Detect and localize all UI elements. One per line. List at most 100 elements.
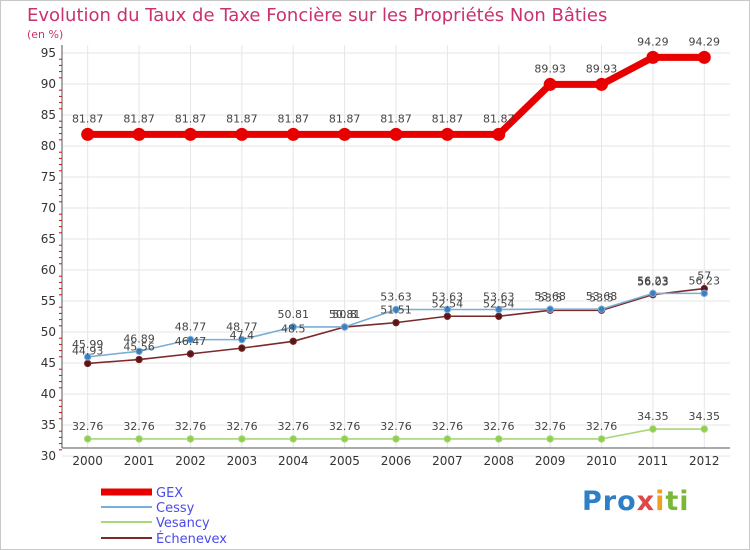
y-tick-label: 30 — [41, 449, 56, 463]
data-label: 48.77 — [226, 321, 258, 334]
x-tick-label: 2004 — [278, 454, 309, 468]
x-tick-label: 2011 — [638, 454, 669, 468]
data-point — [440, 127, 454, 141]
data-point — [495, 305, 503, 314]
data-point — [649, 289, 657, 298]
data-label: 81.87 — [175, 112, 207, 125]
data-point — [238, 344, 246, 352]
data-label: 53.5 — [589, 291, 614, 304]
data-label: 32.76 — [175, 420, 207, 433]
data-point — [135, 355, 143, 364]
data-label: 56.23 — [689, 274, 721, 287]
x-tick-label: 2002 — [175, 454, 206, 468]
data-point — [443, 435, 452, 443]
data-label: 32.76 — [123, 420, 155, 433]
x-tick-label: 2008 — [483, 454, 514, 468]
data-label: 81.87 — [483, 112, 515, 125]
y-tick-label: 50 — [41, 325, 56, 339]
data-label: 32.76 — [586, 420, 618, 433]
data-label: 51.51 — [380, 304, 412, 317]
x-tick-label: 2010 — [586, 454, 617, 468]
data-label: 56.03 — [637, 276, 669, 289]
data-point — [443, 312, 452, 320]
chart-title: Evolution du Taux de Taxe Foncière sur l… — [27, 5, 608, 26]
data-label: 46.89 — [123, 332, 155, 345]
data-point — [700, 289, 709, 298]
data-label: 57 — [697, 270, 711, 283]
data-label: 53.63 — [432, 290, 464, 303]
data-label: 46.47 — [175, 335, 207, 348]
data-point — [697, 50, 711, 64]
data-point — [389, 127, 403, 141]
data-label: 52.54 — [483, 297, 515, 310]
data-point — [392, 435, 400, 443]
data-point — [186, 350, 195, 358]
y-tick-label: 95 — [41, 46, 56, 60]
data-label: 53.68 — [586, 290, 618, 303]
data-point — [83, 435, 92, 443]
y-tick-label: 35 — [41, 418, 56, 432]
data-point — [700, 425, 709, 433]
data-label: 94.29 — [637, 35, 669, 48]
data-point — [495, 312, 503, 320]
data-point — [238, 335, 246, 344]
data-label: 50.81 — [277, 308, 309, 321]
data-point — [340, 323, 349, 331]
data-label: 56.23 — [637, 274, 669, 287]
data-label: 81.87 — [72, 112, 104, 125]
data-label: 81.87 — [277, 112, 309, 125]
data-label: 32.76 — [277, 420, 309, 433]
data-point — [238, 435, 246, 443]
data-point — [235, 127, 249, 141]
logo-part-3: i — [655, 486, 666, 517]
data-label: 47.4 — [230, 329, 255, 342]
data-point — [597, 435, 606, 443]
data-point — [492, 127, 506, 141]
data-point — [183, 127, 197, 141]
data-point — [543, 77, 557, 91]
y-tick-label: 70 — [41, 201, 56, 215]
data-point — [135, 435, 143, 443]
data-label: 34.35 — [637, 410, 669, 423]
data-point — [186, 435, 195, 443]
logo-part-1: Pro — [582, 486, 637, 517]
y-tick-label: 40 — [41, 387, 56, 401]
y-tick-label: 60 — [41, 263, 56, 277]
data-point — [81, 127, 95, 141]
data-point — [286, 127, 300, 141]
data-label: 53.5 — [538, 291, 563, 304]
data-label: 50.81 — [329, 308, 361, 321]
legend-label: Cessy — [156, 501, 195, 516]
data-point — [443, 305, 452, 314]
x-tick-label: 2007 — [432, 454, 463, 468]
y-tick-label: 80 — [41, 139, 56, 153]
data-label: 53.63 — [483, 290, 515, 303]
x-tick-label: 2000 — [72, 454, 103, 468]
data-label: 32.76 — [483, 420, 515, 433]
data-point — [289, 323, 297, 331]
x-tick-label: 2009 — [535, 454, 566, 468]
y-tick-label: 45 — [41, 356, 56, 370]
data-label: 32.76 — [72, 420, 104, 433]
data-point — [289, 337, 297, 345]
data-label: 94.29 — [689, 35, 721, 48]
data-point — [83, 353, 92, 361]
data-label: 32.76 — [432, 420, 464, 433]
y-axis-unit: (en %) — [27, 28, 64, 41]
data-label: 52.54 — [432, 297, 464, 310]
data-label: 53.63 — [380, 290, 412, 303]
data-point — [546, 435, 554, 443]
data-point — [649, 425, 657, 433]
data-point — [495, 435, 503, 443]
logo-part-4: ti — [665, 486, 690, 517]
x-tick-label: 2003 — [227, 454, 258, 468]
y-tick-label: 85 — [41, 108, 56, 122]
logo-part-2: x — [636, 486, 656, 517]
data-point — [392, 305, 400, 314]
proxiti-logo: Proxiti — [582, 486, 690, 517]
data-point — [289, 435, 297, 443]
legend-label: Vesancy — [156, 516, 210, 531]
data-label: 89.93 — [586, 62, 618, 75]
